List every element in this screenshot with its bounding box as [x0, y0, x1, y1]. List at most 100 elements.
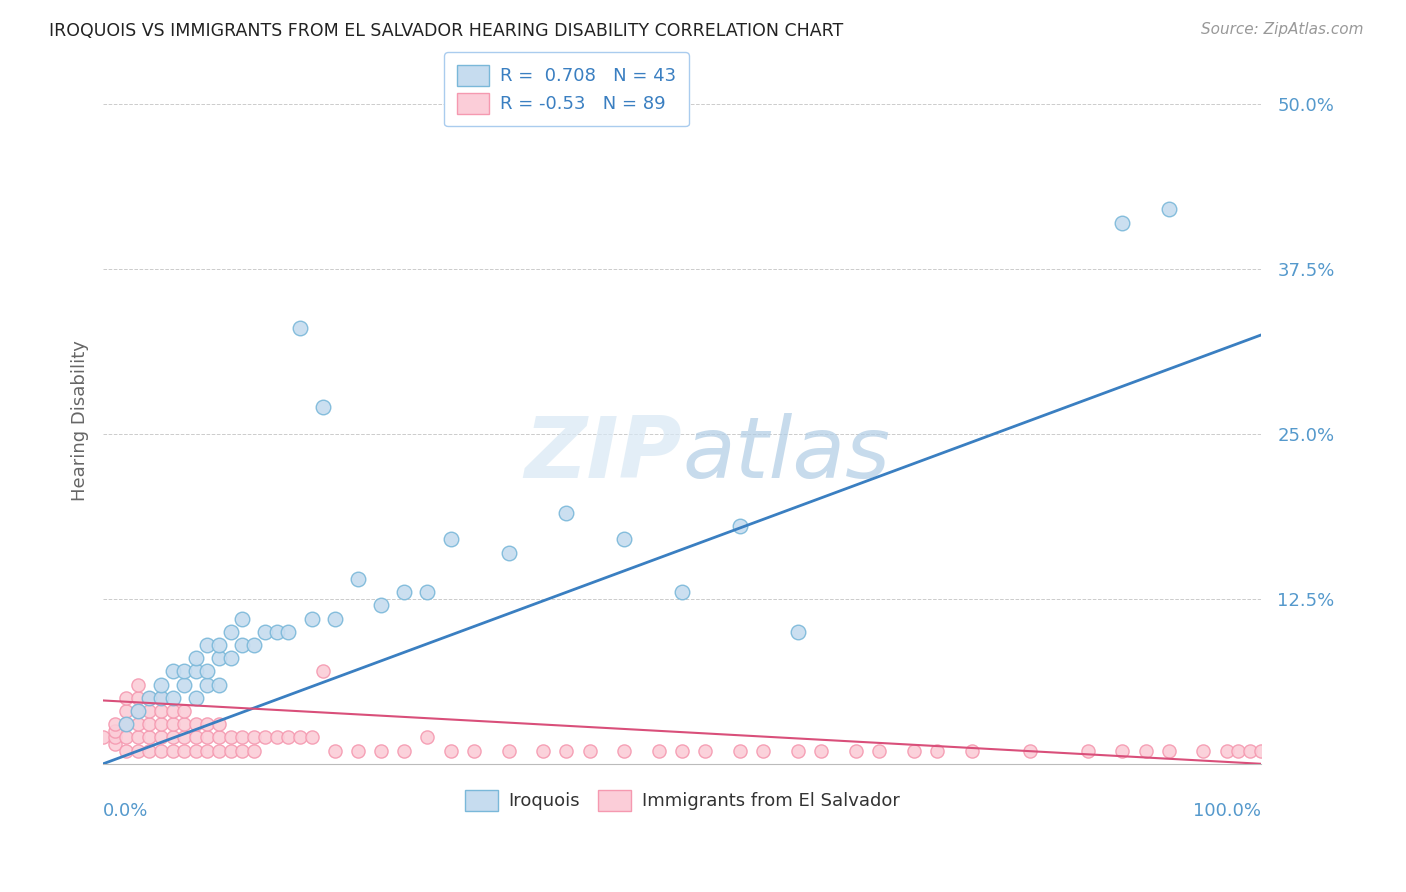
- Point: [127, 731, 149, 745]
- Point: [1227, 744, 1250, 758]
- Point: [555, 506, 578, 520]
- Point: [219, 744, 242, 758]
- Point: [752, 744, 775, 758]
- Point: [104, 723, 127, 738]
- Point: [868, 744, 890, 758]
- Text: 100.0%: 100.0%: [1194, 802, 1261, 820]
- Point: [173, 704, 195, 718]
- Point: [208, 638, 231, 652]
- Point: [162, 704, 184, 718]
- Point: [1018, 744, 1040, 758]
- Point: [138, 744, 160, 758]
- Point: [671, 585, 693, 599]
- Point: [184, 744, 207, 758]
- Point: [208, 717, 231, 731]
- Point: [1157, 744, 1180, 758]
- Point: [150, 704, 173, 718]
- Point: [208, 678, 231, 692]
- Point: [288, 731, 311, 745]
- Point: [394, 744, 416, 758]
- Point: [127, 704, 149, 718]
- Point: [277, 731, 299, 745]
- Point: [195, 731, 218, 745]
- Point: [115, 690, 138, 705]
- Point: [347, 572, 370, 586]
- Point: [184, 717, 207, 731]
- Point: [312, 665, 335, 679]
- Y-axis label: Hearing Disability: Hearing Disability: [72, 340, 89, 501]
- Point: [138, 731, 160, 745]
- Point: [195, 744, 218, 758]
- Point: [173, 678, 195, 692]
- Point: [219, 651, 242, 665]
- Point: [1111, 216, 1133, 230]
- Point: [728, 519, 751, 533]
- Point: [104, 737, 127, 751]
- Point: [173, 731, 195, 745]
- Text: ZIP: ZIP: [524, 414, 682, 497]
- Point: [463, 744, 485, 758]
- Point: [1157, 202, 1180, 217]
- Point: [671, 744, 693, 758]
- Point: [312, 401, 335, 415]
- Point: [648, 744, 671, 758]
- Point: [1215, 744, 1237, 758]
- Point: [150, 690, 173, 705]
- Point: [127, 717, 149, 731]
- Point: [555, 744, 578, 758]
- Point: [370, 599, 392, 613]
- Point: [208, 731, 231, 745]
- Point: [266, 624, 288, 639]
- Point: [184, 665, 207, 679]
- Point: [1192, 744, 1215, 758]
- Point: [498, 744, 520, 758]
- Point: [208, 744, 231, 758]
- Point: [162, 717, 184, 731]
- Point: [1077, 744, 1099, 758]
- Point: [416, 731, 439, 745]
- Point: [266, 731, 288, 745]
- Point: [394, 585, 416, 599]
- Point: [138, 704, 160, 718]
- Point: [150, 717, 173, 731]
- Point: [498, 546, 520, 560]
- Point: [115, 704, 138, 718]
- Point: [347, 744, 370, 758]
- Point: [184, 731, 207, 745]
- Point: [323, 744, 346, 758]
- Point: [416, 585, 439, 599]
- Point: [531, 744, 554, 758]
- Text: atlas: atlas: [682, 414, 890, 497]
- Point: [254, 731, 277, 745]
- Point: [173, 665, 195, 679]
- Point: [277, 624, 299, 639]
- Point: [845, 744, 868, 758]
- Legend: Iroquois, Immigrants from El Salvador: Iroquois, Immigrants from El Salvador: [453, 777, 912, 823]
- Point: [138, 690, 160, 705]
- Point: [162, 690, 184, 705]
- Point: [231, 744, 253, 758]
- Point: [1111, 744, 1133, 758]
- Point: [439, 533, 461, 547]
- Point: [1135, 744, 1157, 758]
- Point: [208, 651, 231, 665]
- Point: [91, 731, 114, 745]
- Point: [787, 624, 810, 639]
- Point: [138, 717, 160, 731]
- Point: [127, 704, 149, 718]
- Point: [787, 744, 810, 758]
- Point: [288, 321, 311, 335]
- Point: [219, 731, 242, 745]
- Point: [115, 717, 138, 731]
- Point: [242, 744, 264, 758]
- Point: [104, 717, 127, 731]
- Point: [301, 731, 323, 745]
- Point: [1250, 744, 1272, 758]
- Point: [162, 665, 184, 679]
- Point: [613, 533, 636, 547]
- Point: [195, 638, 218, 652]
- Point: [960, 744, 983, 758]
- Point: [231, 638, 253, 652]
- Point: [162, 744, 184, 758]
- Point: [115, 744, 138, 758]
